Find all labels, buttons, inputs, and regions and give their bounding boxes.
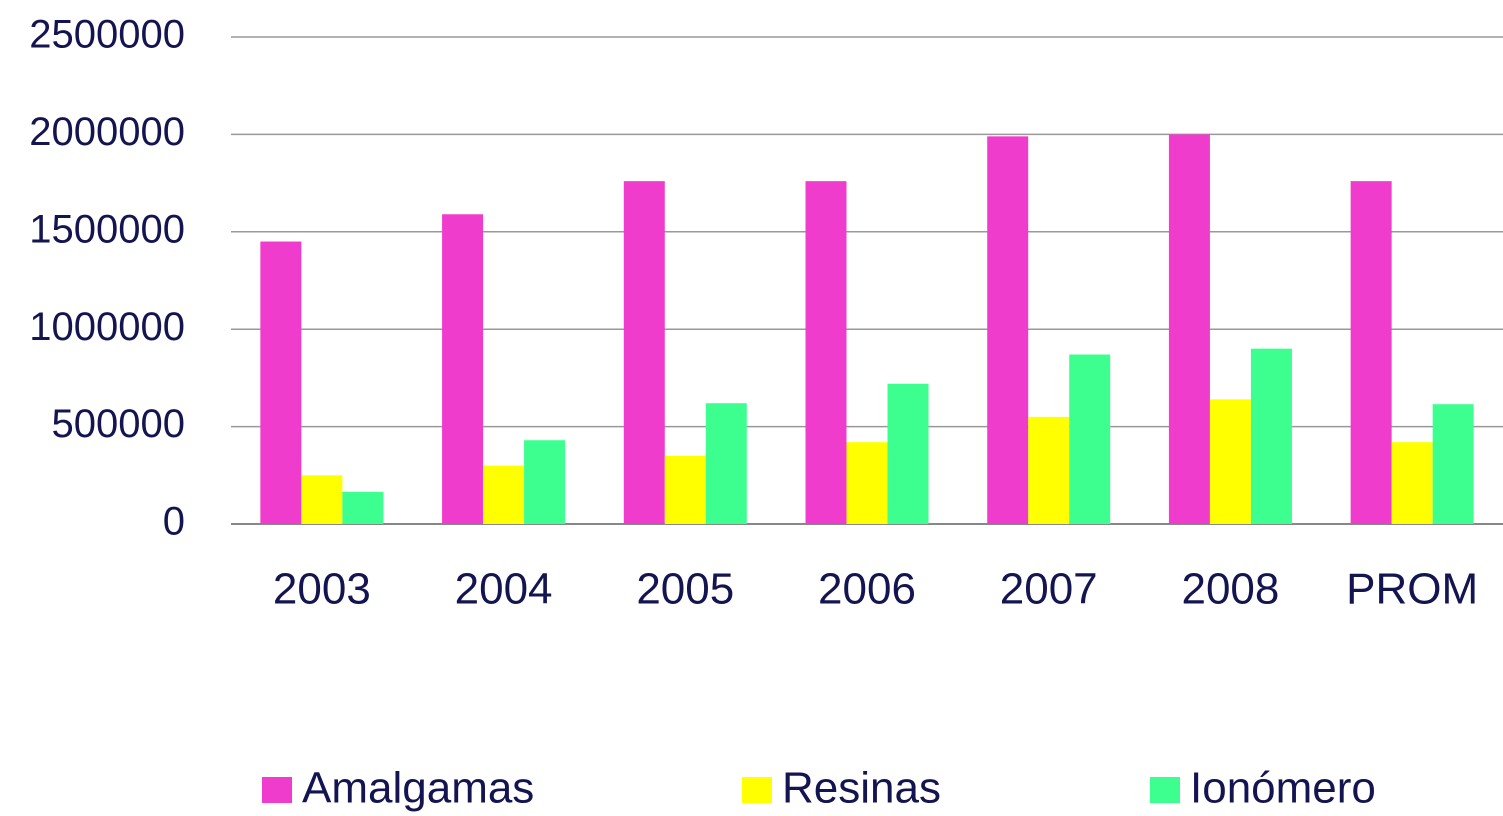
- bar: [442, 214, 483, 524]
- legend-swatch: [742, 777, 772, 803]
- x-tick-label: 2007: [1000, 565, 1098, 614]
- bar: [1433, 404, 1474, 524]
- x-tick-label: 2004: [455, 565, 553, 614]
- y-tick-label: 2500000: [29, 13, 185, 57]
- x-tick-label: 2006: [818, 565, 916, 614]
- bar: [1069, 355, 1110, 524]
- bar: [1351, 181, 1392, 524]
- bar: [524, 440, 565, 524]
- page: 0 500000 1000000 1500000 2000000 2500000 2003 2…: [0, 0, 1503, 816]
- y-tick-label: 2000000: [29, 110, 185, 154]
- legend-swatch: [262, 777, 292, 803]
- bar: [260, 242, 301, 524]
- bar: [847, 442, 888, 524]
- x-tick-label: 2003: [273, 565, 371, 614]
- y-tick-label: 500000: [52, 402, 185, 446]
- legend-label: Ionómero: [1190, 764, 1376, 813]
- bar: [1251, 349, 1292, 524]
- bar: [301, 475, 342, 524]
- bar: [987, 136, 1028, 524]
- bar: [1028, 417, 1069, 524]
- bar: [342, 492, 383, 524]
- legend-label: Resinas: [782, 764, 941, 813]
- legend-label: Amalgamas: [302, 764, 534, 813]
- bar: [1392, 442, 1433, 524]
- bar: [888, 384, 929, 524]
- y-tick-label: 1500000: [29, 207, 185, 251]
- bar: [806, 181, 847, 524]
- chart: 0 500000 1000000 1500000 2000000 2500000 2003 2…: [0, 0, 1503, 816]
- bar: [624, 181, 665, 524]
- y-tick-label: 1000000: [29, 305, 185, 349]
- bar: [706, 403, 747, 524]
- legend-swatch: [1150, 777, 1180, 803]
- x-tick-label: 2008: [1181, 565, 1279, 614]
- y-tick-label: 0: [163, 500, 185, 544]
- bar: [1210, 399, 1251, 524]
- bar: [483, 466, 524, 524]
- x-tick-label: 2005: [636, 565, 734, 614]
- bar: [1169, 134, 1210, 524]
- bar: [665, 456, 706, 524]
- x-tick-label: PROM: [1346, 565, 1478, 614]
